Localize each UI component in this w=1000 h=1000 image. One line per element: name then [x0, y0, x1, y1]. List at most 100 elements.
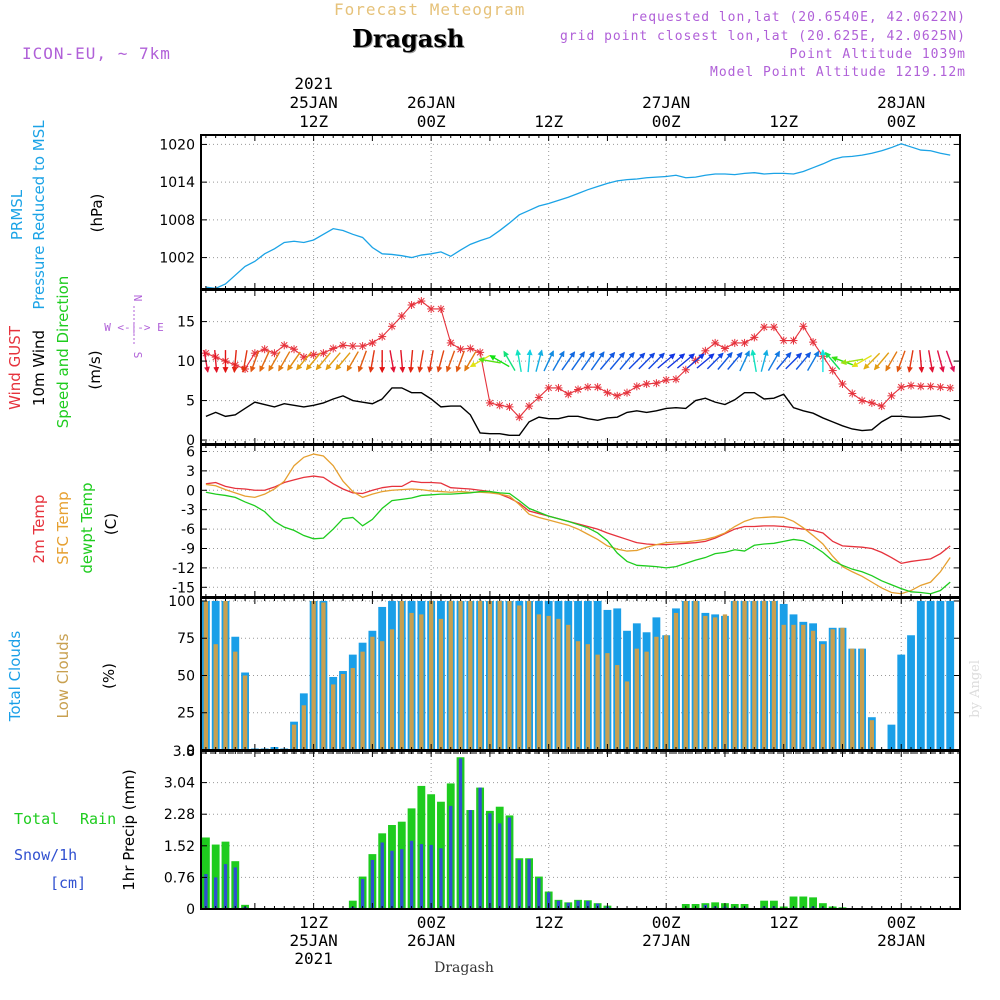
wind-direction-arrow [231, 350, 238, 374]
gust-marker [613, 392, 621, 400]
low-cloud-bar [517, 605, 522, 750]
snow-bar [409, 840, 414, 909]
snow-bar [419, 844, 424, 909]
low-cloud-bar [448, 600, 453, 750]
y-tick-label: 50 [177, 668, 195, 684]
gust-marker [486, 399, 494, 407]
gust-marker [202, 349, 210, 357]
total-cloud-bar [936, 600, 945, 750]
low-cloud-bar [683, 600, 688, 750]
gust-marker [829, 367, 837, 374]
wind-direction-arrow [436, 350, 445, 373]
gust-marker [466, 345, 474, 352]
gust-marker [937, 383, 944, 391]
wind-direction-arrow [667, 353, 686, 369]
wind-direction-arrow [571, 351, 585, 371]
wind-direction-arrow [590, 351, 605, 371]
panel-frame-wind [200, 289, 961, 445]
snow-label: Snow/1h [14, 846, 77, 864]
wind-direction-arrow [896, 350, 906, 373]
rain-bar [201, 837, 210, 909]
low-cloud-bar [350, 668, 355, 750]
snow-bar [380, 842, 384, 909]
y-tick-label: 100 [168, 594, 195, 610]
low-cloud-bar [291, 724, 297, 750]
rain-bar [211, 844, 220, 909]
wind-10m-label: 10m Wind [30, 330, 48, 406]
snow-bar [488, 813, 492, 909]
wind-direction-arrow [580, 351, 595, 371]
low-cloud-bar [703, 615, 708, 750]
low-cloud-bar [242, 675, 248, 750]
low-cloud-bar [713, 617, 718, 750]
gust-marker [427, 305, 435, 313]
wind-direction-arrow [389, 350, 396, 373]
panel-frame-temperature [200, 444, 961, 598]
wind-direction-arrow [427, 350, 434, 373]
total-precip-label: Total [14, 810, 59, 828]
low-cloud-bar [693, 600, 698, 750]
gust-marker [917, 382, 925, 390]
gust-marker [858, 397, 866, 404]
wind-direction-arrow [767, 350, 781, 371]
wind-direction-arrow [417, 350, 424, 373]
top-time-label: 12Z [534, 112, 563, 131]
wind-direction-arrow [885, 351, 898, 372]
top-time-label: 25JAN [290, 93, 338, 112]
wind-direction-arrow [399, 350, 406, 374]
wind-direction-arrow [840, 358, 864, 366]
gust-marker [525, 402, 533, 410]
snow-bar [556, 900, 561, 909]
gust-marker [927, 382, 934, 390]
gust-marker [897, 383, 905, 391]
snow-bar [233, 867, 237, 909]
total-cloud-bar [946, 600, 955, 750]
gust-marker [731, 339, 739, 347]
low-cloud-bar [321, 602, 326, 750]
low-cloud-bar [624, 681, 630, 750]
pressure-unit-label: (hPa) [88, 194, 106, 233]
wind-direction-arrow [696, 353, 715, 369]
snow-bar [360, 879, 365, 909]
pressure-line [205, 143, 951, 290]
low-cloud-bar [859, 648, 865, 750]
bottom-time-label: 26JAN [407, 931, 455, 950]
gust-marker [888, 392, 895, 400]
gust-marker [672, 375, 680, 383]
bottom-time-label: 12Z [299, 913, 328, 932]
gust-marker [271, 349, 278, 357]
y-tick-label: 3.04 [164, 776, 195, 792]
gust-marker [457, 345, 464, 353]
gust-marker [741, 339, 748, 347]
low-cloud-bar [389, 629, 395, 750]
y-tick-label: 75 [177, 631, 195, 647]
y-tick-label: -9 [181, 541, 195, 557]
wind-direction-arrow [657, 353, 676, 369]
gust-marker [653, 379, 660, 387]
y-tick-label: 5 [186, 394, 195, 410]
snow-bar [223, 864, 228, 909]
wind-direction-arrow [503, 350, 516, 371]
temp-2m-line [205, 475, 951, 565]
wind-direction-arrow [455, 350, 465, 373]
wind-direction-arrow [346, 351, 359, 372]
wind-speed-line [205, 387, 951, 437]
wind-direction-arrow [863, 352, 881, 370]
gust-marker [760, 323, 768, 331]
low-cloud-bar [536, 614, 542, 750]
low-cloud-bar [370, 636, 375, 750]
wind-direction-arrow [619, 351, 635, 370]
gust-marker [907, 382, 915, 389]
wind-direction-arrow [936, 350, 945, 373]
rain-bar [760, 900, 769, 909]
wind-direction-arrow [478, 357, 501, 364]
low-cloud-bar [575, 641, 581, 750]
low-cloud-bar [477, 600, 483, 750]
top-time-label: 2021 [294, 74, 333, 93]
wind-direction-arrow [268, 351, 281, 372]
gust-marker [310, 351, 317, 359]
gust-marker [623, 389, 631, 397]
wind-direction-arrow [489, 354, 510, 368]
panel-frame-precipitation [200, 750, 961, 910]
low-cloud-bar [526, 600, 532, 750]
